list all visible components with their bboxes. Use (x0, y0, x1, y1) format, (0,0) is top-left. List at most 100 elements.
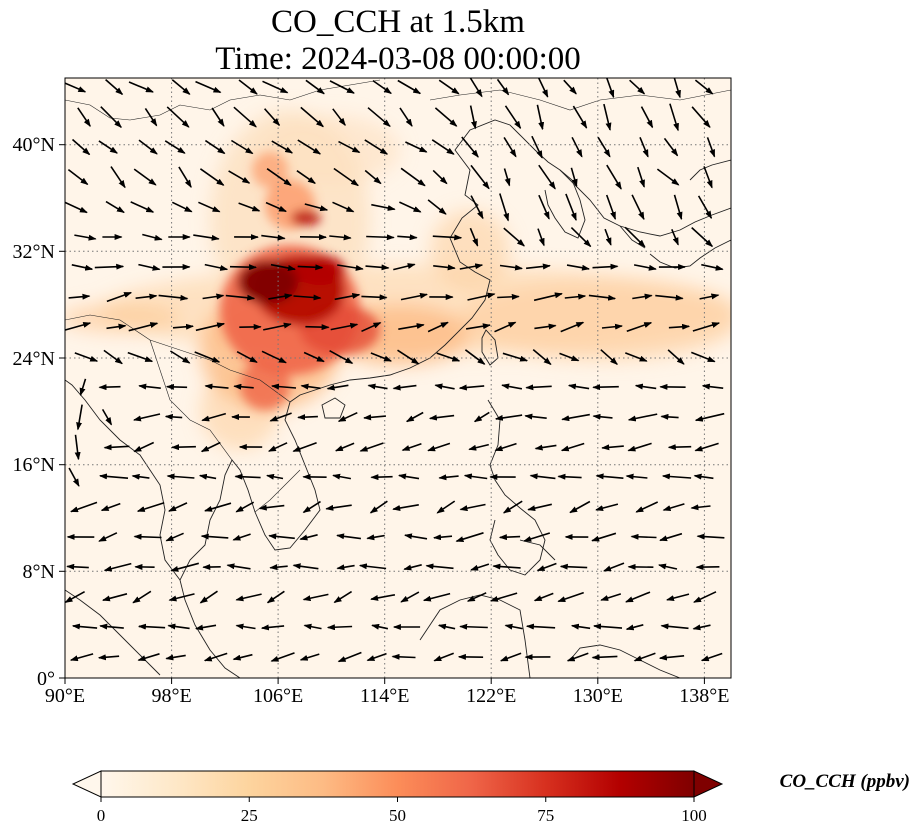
wind-arrow (137, 653, 160, 662)
wind-arrow (333, 590, 353, 604)
wind-arrow (133, 533, 162, 540)
wind-arrow (470, 195, 484, 220)
wind-arrow (269, 564, 288, 571)
colorbar-tick-label: 100 (681, 806, 707, 825)
wind-arrow (405, 411, 424, 423)
y-tick-label: 8°N (23, 561, 55, 583)
wind-arrow (336, 564, 355, 571)
wind-arrow (199, 590, 218, 604)
wind-arrow (128, 322, 159, 332)
wind-arrow (699, 293, 720, 300)
wind-arrow (565, 193, 577, 222)
wind-arrow (591, 654, 618, 661)
wind-arrow (567, 383, 590, 390)
wind-arrow (172, 323, 194, 330)
wind-arrow (266, 590, 285, 604)
wind-arrow (605, 78, 615, 99)
wind-arrow (706, 137, 716, 158)
wind-arrow (691, 227, 714, 248)
wind-arrow (527, 503, 552, 512)
wind-arrow (99, 473, 129, 480)
wind-arrow (336, 533, 362, 540)
wind-arrow (603, 562, 625, 572)
wind-arrow (537, 228, 545, 247)
wind-arrow (363, 414, 386, 421)
wind-arrow (564, 293, 587, 300)
wind-arrow (634, 383, 657, 390)
wind-arrow (74, 434, 81, 461)
y-tick-label: 16°N (13, 454, 55, 476)
wind-arrow (494, 321, 517, 333)
wind-arrow (200, 441, 221, 453)
wind-arrow (635, 501, 659, 513)
wind-arrow (74, 352, 99, 362)
wind-arrow (696, 533, 725, 540)
wind-arrow (397, 79, 422, 95)
wind-arrow (673, 194, 683, 221)
wind-arrow (492, 563, 521, 570)
wind-arrow (524, 413, 547, 420)
wind-arrow (671, 228, 679, 246)
wind-arrow (128, 81, 154, 93)
wind-arrow (459, 263, 484, 270)
wind-arrow (534, 444, 557, 451)
wind-arrow (235, 623, 256, 630)
wind-arrow (171, 79, 191, 95)
wind-arrow (98, 384, 121, 391)
wind-arrow (637, 166, 645, 188)
wind-arrow (557, 473, 582, 480)
x-tick-label: 114°E (360, 685, 409, 707)
wind-arrow (668, 323, 691, 330)
wind-arrow (557, 591, 584, 603)
wind-arrow (138, 383, 161, 390)
wind-arrow (624, 226, 646, 248)
wind-arrow (434, 383, 455, 390)
wind-arrow (171, 201, 193, 213)
wind-arrow (267, 442, 288, 452)
wind-arrow (332, 473, 352, 480)
colorbar-tick-label: 0 (97, 806, 106, 825)
wind-arrow (79, 378, 87, 397)
wind-arrow (204, 383, 229, 390)
wind-arrow (142, 233, 163, 241)
wind-arrow (305, 324, 330, 331)
wind-arrow (468, 443, 489, 451)
co-concentration-field (65, 110, 731, 450)
wind-arrow (325, 504, 352, 511)
wind-arrow (694, 412, 725, 422)
wind-arrow (361, 294, 388, 301)
wind-arrow (669, 103, 679, 132)
wind-arrow (398, 473, 420, 480)
wind-arrow (662, 503, 685, 511)
wind-arrow (463, 473, 488, 480)
wind-arrow (591, 532, 617, 542)
colorbar-tick-label: 75 (537, 806, 554, 825)
wind-arrow (400, 292, 428, 301)
wind-arrow (673, 78, 681, 99)
wind-arrow (238, 202, 261, 212)
wind-arrow (264, 108, 281, 127)
wind-arrow (130, 201, 155, 213)
wind-arrow (297, 414, 318, 421)
wind-arrow (164, 413, 183, 420)
wind-arrow (103, 444, 130, 451)
wind-arrow (393, 263, 416, 271)
wind-arrow (428, 414, 455, 421)
wind-arrow (204, 263, 229, 271)
title-line-2: Time: 2024-03-08 00:00:00 (215, 41, 581, 77)
wind-arrow (166, 473, 195, 480)
wind-arrow (605, 194, 617, 220)
wind-arrow (292, 563, 319, 570)
wind-arrow (690, 504, 711, 511)
wind-arrow (370, 352, 393, 362)
wind-arrow (305, 79, 325, 95)
wind-arrow (372, 79, 392, 95)
wind-arrow (466, 592, 487, 602)
wind-arrow (661, 473, 692, 480)
wind-arrow (99, 623, 124, 630)
wind-arrow (494, 414, 523, 421)
wind-arrow (370, 474, 393, 481)
wind-arrow (433, 534, 453, 541)
wind-arrow (165, 532, 184, 542)
